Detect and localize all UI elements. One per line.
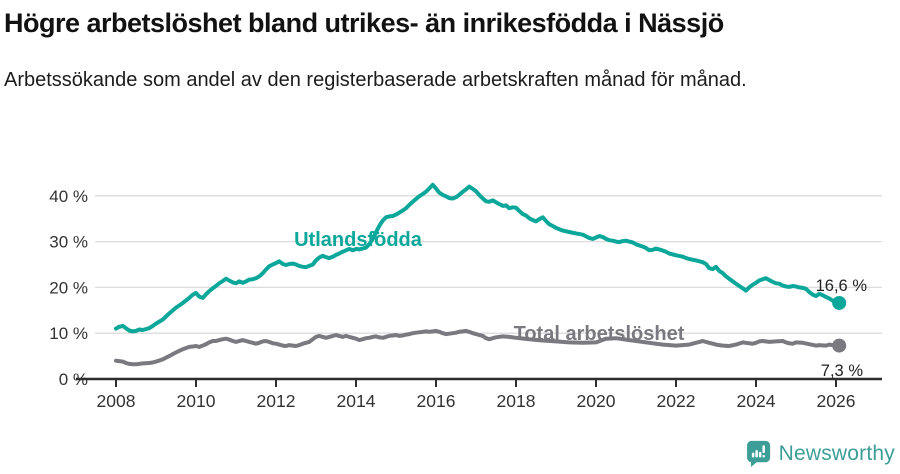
x-tick-label: 2020 xyxy=(577,391,616,411)
series-value-label: 16,6 % xyxy=(816,277,868,295)
bar-chart-speech-bubble-icon xyxy=(746,440,770,467)
y-tick-label: 30 % xyxy=(49,233,88,252)
page-title: Högre arbetslöshet bland utrikes- än inr… xyxy=(4,8,724,38)
series-line-utlandsfodda xyxy=(114,182,842,334)
series-line-total xyxy=(114,328,842,367)
series-inline-label: Utlandsfödda xyxy=(294,229,423,251)
page-subtitle: Arbetssökande som andel av den registerb… xyxy=(4,69,747,91)
x-tick-label: 2010 xyxy=(177,391,216,411)
x-tick-label: 2012 xyxy=(257,391,296,411)
x-tick-label: 2014 xyxy=(337,391,376,411)
x-tick-label: 2024 xyxy=(737,391,776,411)
series-end-dot xyxy=(832,338,847,353)
series-value-label: 7,3 % xyxy=(821,362,864,380)
y-tick-label: 0 % xyxy=(59,370,88,389)
series-end-dot xyxy=(832,295,847,310)
newsworthy-brand-text: Newsworthy xyxy=(778,441,895,465)
x-tick-label: 2008 xyxy=(97,391,136,411)
series-inline-label: Total arbetslöshet xyxy=(514,323,685,345)
x-tick-label: 2026 xyxy=(817,391,856,411)
x-tick-label: 2022 xyxy=(657,391,696,411)
y-tick-label: 10 % xyxy=(49,324,88,343)
x-tick-label: 2018 xyxy=(497,391,536,411)
newsworthy-logo[interactable]: Newsworthy xyxy=(746,440,895,467)
x-tick-label: 2016 xyxy=(417,391,456,411)
y-tick-label: 20 % xyxy=(49,278,88,297)
y-tick-label: 40 % xyxy=(49,187,88,206)
